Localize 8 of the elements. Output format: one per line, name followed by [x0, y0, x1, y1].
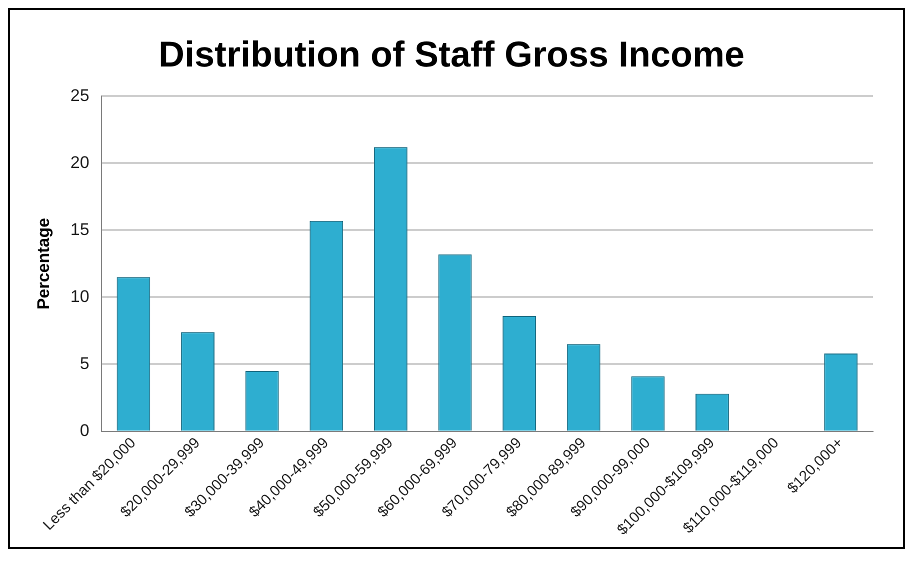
- y-tick-label: 10: [70, 286, 90, 306]
- y-axis-title: Percentage: [34, 218, 53, 310]
- y-tick-label: 25: [70, 86, 90, 105]
- y-tick-label: 5: [80, 354, 90, 373]
- y-tick-label: 0: [80, 420, 90, 440]
- y-tick-label: 20: [70, 152, 90, 172]
- chart-title: Distribution of Staff Gross Income: [158, 34, 745, 75]
- y-tick-label: 15: [70, 220, 90, 239]
